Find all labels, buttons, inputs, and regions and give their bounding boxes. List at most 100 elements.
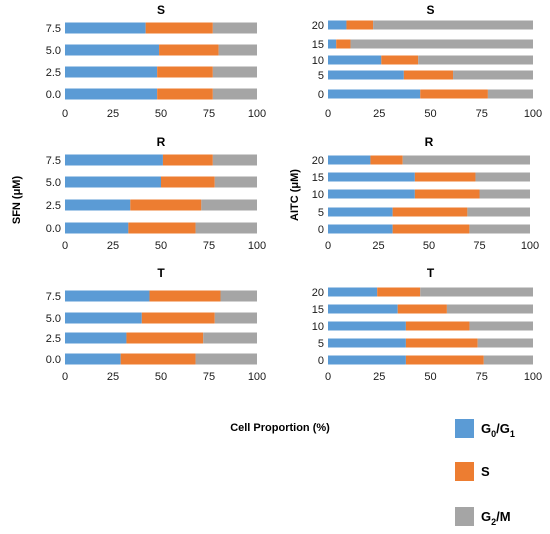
panel-title: T xyxy=(427,266,435,280)
x-tick-label: 0 xyxy=(325,108,331,120)
bar-segment-g0-g1-0-0 xyxy=(65,88,158,100)
x-tick-label: 50 xyxy=(155,371,167,383)
x-tick-label: 75 xyxy=(476,371,488,383)
bar-segment-g2-m-20 xyxy=(420,287,533,297)
y-tick-label: 5 xyxy=(318,338,324,350)
bar-segment-g0-g1-5 xyxy=(328,338,406,348)
bar-segment-s-2-5 xyxy=(130,199,202,211)
y-tick-label: 2.5 xyxy=(46,67,61,79)
bar-segment-s-20 xyxy=(346,20,374,30)
y-tick-label: 0 xyxy=(318,89,324,101)
bar-segment-g2-m-20 xyxy=(373,20,533,30)
bar-segment-s-15 xyxy=(414,172,476,182)
y-tick-label: 15 xyxy=(312,172,324,184)
panel-2: S 0 5 10 15 20 0 25 50 75 100 xyxy=(312,3,542,120)
bar-segment-g0-g1-15 xyxy=(328,172,415,182)
x-tick-label: 50 xyxy=(424,108,436,120)
bar-segment-s-2-5 xyxy=(157,66,213,78)
x-tick-label: 25 xyxy=(107,108,119,120)
bar-segment-g2-m-7-5 xyxy=(212,22,257,34)
y-tick-label: 20 xyxy=(312,20,324,32)
bar-segment-g0-g1-0 xyxy=(328,355,406,365)
panel-4: R 0 5 10 15 20 0 25 50 75 100 xyxy=(312,135,539,252)
panel-title: T xyxy=(157,266,165,280)
bar-segment-g0-g1-0-0 xyxy=(65,353,121,365)
x-tick-label: 75 xyxy=(476,108,488,120)
x-tick-label: 75 xyxy=(203,240,215,252)
y-tick-label: 7.5 xyxy=(46,291,61,303)
bar-segment-g0-g1-5-0 xyxy=(65,312,142,324)
bar-segment-s-15 xyxy=(397,304,447,314)
legend-item-g2m: G2/M xyxy=(455,507,511,527)
y-tick-label: 2.5 xyxy=(46,333,61,345)
x-tick-label: 75 xyxy=(473,240,485,252)
bar-segment-g0-g1-5-0 xyxy=(65,176,161,188)
y-tick-label: 5.0 xyxy=(46,313,61,325)
bar-segment-g2-m-5-0 xyxy=(218,44,257,56)
bar-segment-g2-m-5-0 xyxy=(214,312,257,324)
y-tick-label: 7.5 xyxy=(46,155,61,167)
panel-title: R xyxy=(157,135,166,149)
y-tick-label: 15 xyxy=(312,304,324,316)
panel-5: T 0.0 2.5 5.0 7.5 0 25 50 75 100 xyxy=(46,266,266,383)
bar-segment-s-0 xyxy=(405,355,484,365)
panel-title: R xyxy=(425,135,434,149)
y-tick-label: 7.5 xyxy=(46,23,61,35)
bar-segment-g0-g1-7-5 xyxy=(65,22,146,34)
bar-segment-g0-g1-15 xyxy=(328,304,398,314)
bar-segment-s-5-0 xyxy=(161,176,215,188)
panel-1: S 0.0 2.5 5.0 7.5 0 25 50 75 100 xyxy=(46,3,266,120)
bar-segment-g2-m-0 xyxy=(483,355,533,365)
bar-segment-g2-m-10 xyxy=(418,55,533,65)
x-tick-label: 75 xyxy=(203,371,215,383)
x-axis-label: Cell Proportion (%) xyxy=(230,422,330,434)
bar-segment-g0-g1-15 xyxy=(328,39,337,49)
panel-title: S xyxy=(426,3,434,17)
panel-3: R 0.0 2.5 5.0 7.5 0 25 50 75 100 xyxy=(46,135,266,252)
bar-segment-g2-m-15 xyxy=(350,39,533,49)
legend-item-g0g1: G0/G1 xyxy=(455,419,515,439)
y-axis-label-left: SFN (μM) xyxy=(11,176,23,225)
bar-segment-g0-g1-0-0 xyxy=(65,222,129,234)
bar-segment-s-10 xyxy=(405,321,470,331)
bar-segment-s-10 xyxy=(381,55,419,65)
bar-segment-s-15 xyxy=(336,39,351,49)
x-tick-label: 0 xyxy=(62,108,68,120)
y-tick-label: 0 xyxy=(318,224,324,236)
y-tick-label: 10 xyxy=(312,189,324,201)
bar-segment-g2-m-5 xyxy=(467,207,530,217)
bar-segment-g2-m-2-5 xyxy=(212,66,257,78)
bar-segment-g2-m-7-5 xyxy=(212,154,257,166)
legend-label: S xyxy=(481,464,490,479)
bar-segment-g0-g1-5 xyxy=(328,207,393,217)
bar-segment-g2-m-2-5 xyxy=(201,199,257,211)
bar-segment-g0-g1-2-5 xyxy=(65,66,158,78)
bar-segment-g2-m-15 xyxy=(446,304,533,314)
bar-segment-g0-g1-10 xyxy=(328,55,382,65)
bar-segment-g0-g1-10 xyxy=(328,321,406,331)
bar-segment-g2-m-0 xyxy=(487,89,533,99)
x-tick-label: 50 xyxy=(155,108,167,120)
y-tick-label: 20 xyxy=(312,155,324,167)
bar-segment-s-2-5 xyxy=(126,332,204,344)
bar-segment-s-5-0 xyxy=(141,312,215,324)
y-tick-label: 5 xyxy=(318,70,324,82)
bar-segment-g2-m-5 xyxy=(477,338,533,348)
bar-segment-g0-g1-0 xyxy=(328,89,421,99)
x-tick-label: 25 xyxy=(107,371,119,383)
x-tick-label: 100 xyxy=(524,108,542,120)
y-tick-label: 15 xyxy=(312,39,324,51)
x-tick-label: 25 xyxy=(373,108,385,120)
bar-segment-s-0-0 xyxy=(157,88,213,100)
bar-segment-s-7-5 xyxy=(145,22,213,34)
legend-swatch xyxy=(455,462,474,481)
x-tick-label: 50 xyxy=(424,371,436,383)
bar-segment-g2-m-5-0 xyxy=(214,176,257,188)
legend-item-s: S xyxy=(455,462,490,481)
x-tick-label: 25 xyxy=(373,371,385,383)
x-tick-label: 100 xyxy=(521,240,539,252)
y-axis-label-right: AITC (μM) xyxy=(289,169,301,221)
bar-segment-g0-g1-20 xyxy=(328,20,347,30)
bar-segment-g2-m-0-0 xyxy=(212,88,257,100)
y-tick-label: 0.0 xyxy=(46,223,61,235)
